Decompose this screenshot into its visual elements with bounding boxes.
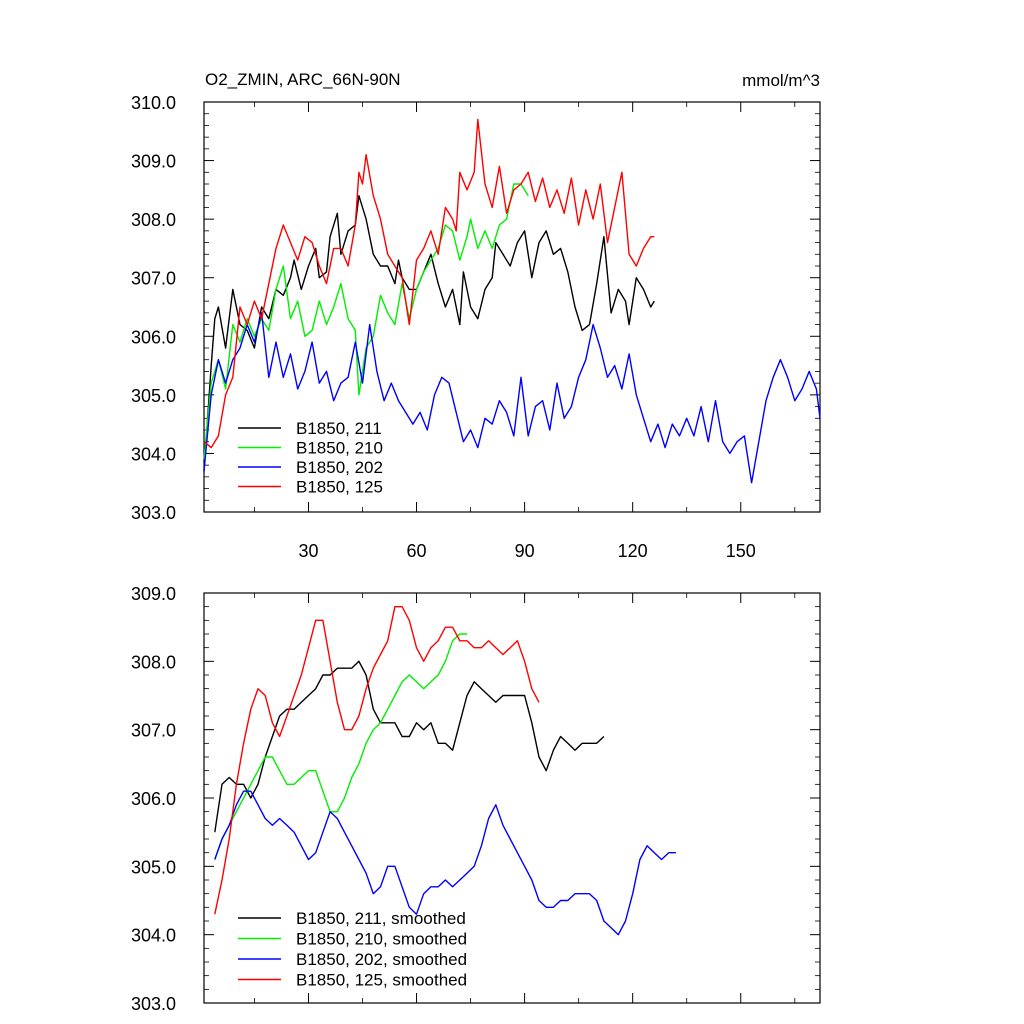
top-series xyxy=(203,118,821,484)
legend-label: B1850, 211 xyxy=(296,419,382,438)
series-line-b1850-211-smoothed xyxy=(214,660,605,833)
x-tick-label: 30 xyxy=(298,541,318,561)
x-tick-label: 60 xyxy=(407,541,427,561)
x-tick-label: 90 xyxy=(515,541,535,561)
series-line-b1850-202-smoothed xyxy=(214,790,676,936)
y-tick-label: 309.0 xyxy=(131,584,176,604)
top-plot-frame xyxy=(203,101,821,513)
y-tick-label: 304.0 xyxy=(131,444,176,464)
series-line-b1850-211 xyxy=(203,195,655,472)
chart-title: O2_ZMIN, ARC_66N-90N xyxy=(205,70,401,89)
y-tick-label: 305.0 xyxy=(131,386,176,406)
series-line-b1850-202 xyxy=(203,312,821,484)
y-tick-label: 308.0 xyxy=(131,652,176,672)
y-tick-label: 303.0 xyxy=(131,994,176,1014)
series-line-b1850-125 xyxy=(203,118,655,449)
y-tick-label: 307.0 xyxy=(131,721,176,741)
y-tick-label: 310.0 xyxy=(131,93,176,113)
y-tick-label: 303.0 xyxy=(131,503,176,523)
legend-label: B1850, 202, smoothed xyxy=(296,950,467,969)
bottom-legend: B1850, 211, smoothed B1850, 210, smoothed… xyxy=(238,909,467,990)
y-tick-label: 304.0 xyxy=(131,926,176,946)
y-tick-label: 307.0 xyxy=(131,269,176,289)
y-tick-label: 306.0 xyxy=(131,327,176,347)
top-chart-panel: O2_ZMIN, ARC_66N-90N mmol/m^3 303.0 304.0… xyxy=(131,70,821,561)
series-line-b1850-210-smoothed xyxy=(214,633,467,860)
legend-label: B1850, 210, smoothed xyxy=(296,930,467,949)
units-label: mmol/m^3 xyxy=(742,71,820,90)
y-tick-label: 306.0 xyxy=(131,789,176,809)
bottom-chart-panel: 303.0 304.0 305.0 306.0 307.0 308.0 309.0 B185… xyxy=(131,584,821,1014)
y-tick-label: 305.0 xyxy=(131,857,176,877)
y-tick-label: 309.0 xyxy=(131,152,176,172)
y-tick-label: 308.0 xyxy=(131,210,176,230)
x-tick-label: 120 xyxy=(618,541,648,561)
bottom-series xyxy=(214,606,676,936)
legend-label: B1850, 210 xyxy=(296,439,383,458)
series-line-b1850-210 xyxy=(203,183,529,460)
bottom-ticks: 303.0 304.0 305.0 306.0 307.0 308.0 309.0 xyxy=(131,584,820,1014)
legend-label: B1850, 202 xyxy=(296,458,383,477)
legend-label: B1850, 211, smoothed xyxy=(296,909,466,928)
series-line-b1850-125-smoothed xyxy=(214,606,540,915)
x-tick-label: 150 xyxy=(726,541,756,561)
legend-label: B1850, 125 xyxy=(296,478,383,497)
legend-label: B1850, 125, smoothed xyxy=(296,971,467,990)
top-ticks: 303.0 304.0 305.0 306.0 307.0 308.0 309.0 310.0… xyxy=(131,93,820,561)
